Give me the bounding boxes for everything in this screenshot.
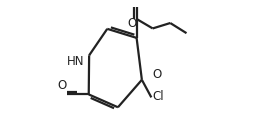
Text: O: O xyxy=(128,18,137,30)
Text: O: O xyxy=(58,79,67,92)
Text: O: O xyxy=(152,68,161,81)
Text: Cl: Cl xyxy=(152,90,164,103)
Text: HN: HN xyxy=(67,55,84,68)
